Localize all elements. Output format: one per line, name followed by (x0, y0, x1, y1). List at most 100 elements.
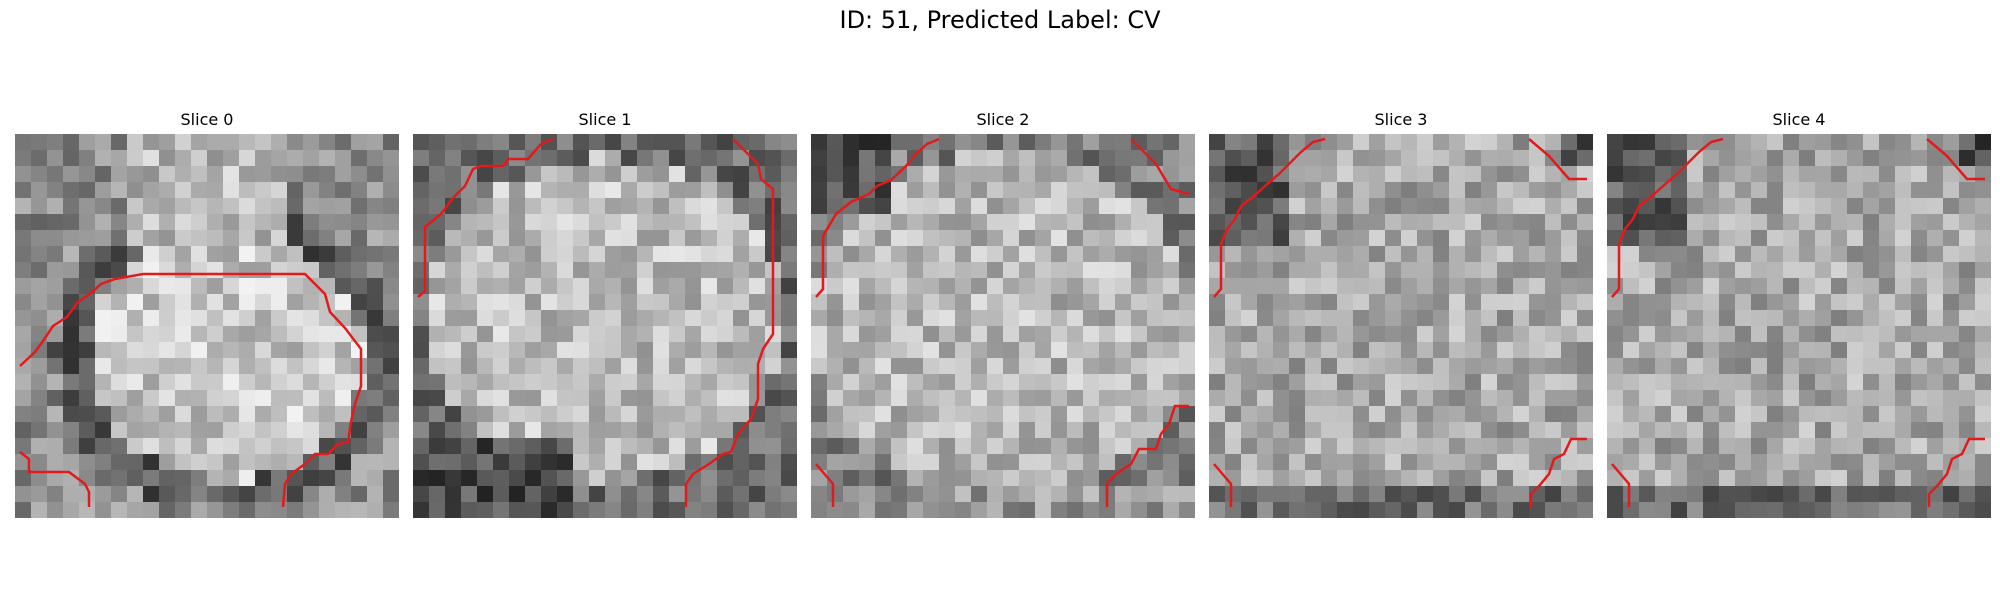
pixel (1719, 262, 1736, 279)
pixel (1577, 342, 1593, 359)
pixel (1147, 326, 1164, 343)
pixel (1337, 278, 1354, 295)
pixel (1003, 406, 1020, 423)
pixel (891, 358, 908, 375)
pixel (573, 166, 590, 183)
pixel (1943, 230, 1960, 247)
pixel (1497, 198, 1514, 215)
pixel (1655, 438, 1672, 455)
pixel (1927, 406, 1944, 423)
pixel (1655, 166, 1672, 183)
pixel (1019, 198, 1036, 215)
pixel (255, 182, 272, 199)
pixel (1385, 454, 1402, 471)
pixel (1147, 182, 1164, 199)
pixel (79, 182, 96, 199)
pixel (127, 454, 144, 471)
pixel (1655, 374, 1672, 391)
pixel (1147, 422, 1164, 439)
pixel (1321, 246, 1338, 263)
pixel (1385, 150, 1402, 167)
pixel (1831, 182, 1848, 199)
pixel (1289, 374, 1306, 391)
pixel (47, 486, 64, 503)
pixel (1975, 486, 1991, 503)
pixel (477, 406, 494, 423)
pixel (95, 486, 112, 503)
pixel (1639, 310, 1656, 327)
pixel (367, 294, 384, 311)
pixel (31, 454, 48, 471)
pixel (573, 262, 590, 279)
pixel (1115, 198, 1132, 215)
pixel (239, 342, 256, 359)
pixel (1895, 214, 1912, 231)
pixel (79, 230, 96, 247)
pixel (509, 342, 526, 359)
pixel (1783, 454, 1800, 471)
pixel (1257, 294, 1274, 311)
pixel (1099, 166, 1116, 183)
pixel (303, 406, 320, 423)
pixel (525, 246, 542, 263)
pixel (1481, 358, 1498, 375)
pixel (843, 342, 860, 359)
pixel (923, 422, 940, 439)
pixel (1099, 438, 1116, 455)
pixel (1019, 134, 1036, 151)
pixel (239, 262, 256, 279)
pixel (127, 230, 144, 247)
pixel (1051, 470, 1068, 487)
pixel (653, 454, 670, 471)
pixel (1257, 246, 1274, 263)
pixel (255, 326, 272, 343)
pixel (1131, 502, 1148, 518)
pixel (509, 406, 526, 423)
pixel (255, 262, 272, 279)
pixel (1545, 278, 1562, 295)
pixel (509, 278, 526, 295)
pixel (1273, 358, 1290, 375)
pixel (891, 214, 908, 231)
pixel (1687, 310, 1704, 327)
pixel (1035, 454, 1052, 471)
pixel (685, 262, 702, 279)
pixel (1959, 454, 1976, 471)
pixel (413, 502, 430, 518)
pixel (1831, 262, 1848, 279)
pixel (525, 230, 542, 247)
pixel (1927, 150, 1944, 167)
pixel (1927, 230, 1944, 247)
pixel (1561, 486, 1578, 503)
pixel (335, 166, 352, 183)
pixel (987, 166, 1004, 183)
pixel (1513, 502, 1530, 518)
pixel (1927, 166, 1944, 183)
pixel (1703, 486, 1720, 503)
pixel (1019, 278, 1036, 295)
pixel (875, 326, 892, 343)
pixel (1131, 326, 1148, 343)
pixel (1147, 198, 1164, 215)
pixel (765, 422, 782, 439)
pixel (1655, 406, 1672, 423)
pixel (1975, 182, 1991, 199)
pixel (1815, 406, 1832, 423)
pixel (303, 326, 320, 343)
pixel (1051, 134, 1068, 151)
pixel (939, 406, 956, 423)
pixel (971, 166, 988, 183)
pixel (1305, 182, 1322, 199)
pixel (685, 438, 702, 455)
pixel (477, 438, 494, 455)
pixel (653, 230, 670, 247)
pixel (1879, 342, 1896, 359)
pixel (47, 374, 64, 391)
pixel (1561, 262, 1578, 279)
pixel (1465, 134, 1482, 151)
pixel (1943, 342, 1960, 359)
pixel (1179, 342, 1195, 359)
pixel (1671, 198, 1688, 215)
pixel (781, 198, 797, 215)
pixel (429, 374, 446, 391)
